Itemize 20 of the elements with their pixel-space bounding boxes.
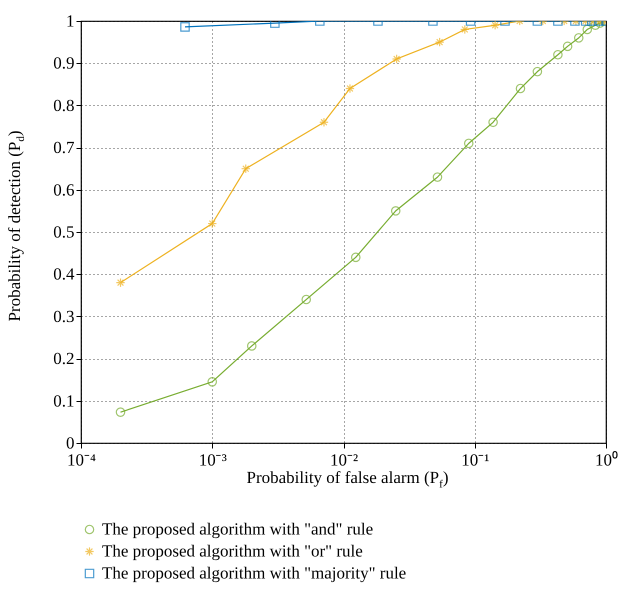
y-tick-label: 0.4 — [53, 264, 75, 284]
y-tick-label: 0 — [66, 434, 74, 452]
legend-label: The proposed algorithm with "or" rule — [102, 542, 363, 560]
y-tick-label: 0.3 — [53, 306, 74, 326]
x-tick-label: 10⁻⁴ — [67, 450, 96, 470]
y-tick-label: 1 — [66, 12, 74, 30]
x-tick-label: 10⁻¹ — [461, 450, 490, 470]
y-tick-label: 0.6 — [53, 180, 74, 200]
y-tick-label: 0.1 — [53, 391, 74, 410]
y-tick-label: 0.9 — [53, 54, 74, 73]
x-axis-title: Probability of false alarm (P$_{f}$) — [246, 468, 450, 490]
y-tick-label: 0.8 — [53, 96, 74, 115]
y-tick-label: 0.7 — [53, 138, 75, 158]
legend-label: The proposed algorithm with "majority" rule — [102, 564, 406, 582]
x-tick-label: 10⁰ — [595, 450, 618, 470]
y-tick-label: 0.2 — [53, 349, 74, 368]
x-tick-label: 10⁻³ — [198, 450, 227, 470]
y-tick-label: 0.5 — [53, 222, 74, 242]
legend-label: The proposed algorithm with "and" rule — [102, 520, 374, 538]
x-tick-label: 10⁻² — [330, 450, 358, 470]
